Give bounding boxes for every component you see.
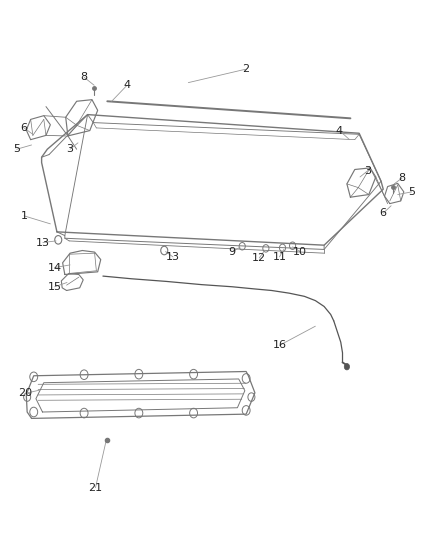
Text: 6: 6 [380,208,387,218]
Text: 21: 21 [88,483,102,492]
Text: 14: 14 [48,263,62,272]
Text: 15: 15 [48,282,62,292]
Text: 2: 2 [242,64,249,74]
Text: 11: 11 [272,252,286,262]
Text: 13: 13 [36,238,50,247]
Text: 12: 12 [252,253,266,263]
Text: 8: 8 [81,72,88,82]
Text: 13: 13 [166,252,180,262]
Text: 3: 3 [364,166,371,175]
Text: 9: 9 [229,247,236,256]
Text: 16: 16 [272,341,286,350]
Text: 8: 8 [399,173,406,183]
Text: 6: 6 [21,123,28,133]
Text: 3: 3 [67,144,74,154]
Text: 5: 5 [408,187,415,197]
Text: 20: 20 [18,389,32,398]
Text: 1: 1 [21,211,28,221]
Circle shape [344,364,350,370]
Text: 4: 4 [336,126,343,135]
Text: 10: 10 [293,247,307,256]
Text: 5: 5 [13,144,20,154]
Text: 4: 4 [124,80,131,90]
